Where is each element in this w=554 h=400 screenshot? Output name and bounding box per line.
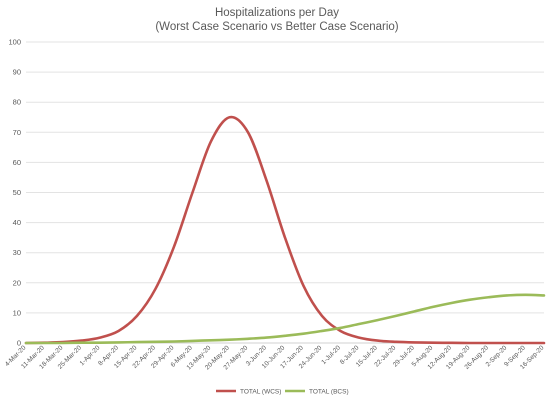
y-tick-label: 0 <box>17 339 21 348</box>
legend-label: TOTAL (WCS) <box>240 388 281 395</box>
chart-title: Hospitalizations per Day <box>215 7 339 19</box>
y-tick-label: 10 <box>13 308 21 317</box>
y-tick-label: 70 <box>13 128 21 137</box>
x-axis-ticks: 4-Mar-2011-Mar-2018-Mar-2025-Mar-201-Apr… <box>4 344 546 371</box>
gridlines <box>26 41 544 344</box>
y-tick-label: 60 <box>13 158 21 167</box>
y-tick-label: 30 <box>13 248 21 257</box>
legend-label: TOTAL (BCS) <box>309 388 349 395</box>
y-tick-label: 40 <box>13 218 21 227</box>
y-tick-label: 100 <box>8 38 21 47</box>
y-tick-label: 80 <box>13 98 21 107</box>
chart-subtitle: (Worst Case Scenario vs Better Case Scen… <box>155 21 398 33</box>
series-lines <box>24 115 546 345</box>
y-tick-label: 90 <box>13 68 21 77</box>
x-tick-label: 1-Jul-20 <box>320 344 342 366</box>
series-line-wcs <box>24 115 546 345</box>
series-line-bcs <box>24 293 546 345</box>
y-tick-label: 20 <box>13 278 21 287</box>
legend: TOTAL (WCS) TOTAL (BCS) <box>216 388 349 395</box>
y-tick-label: 50 <box>13 188 21 197</box>
y-axis-ticks: 0 10 20 30 40 50 60 70 80 90 100 <box>8 38 21 348</box>
